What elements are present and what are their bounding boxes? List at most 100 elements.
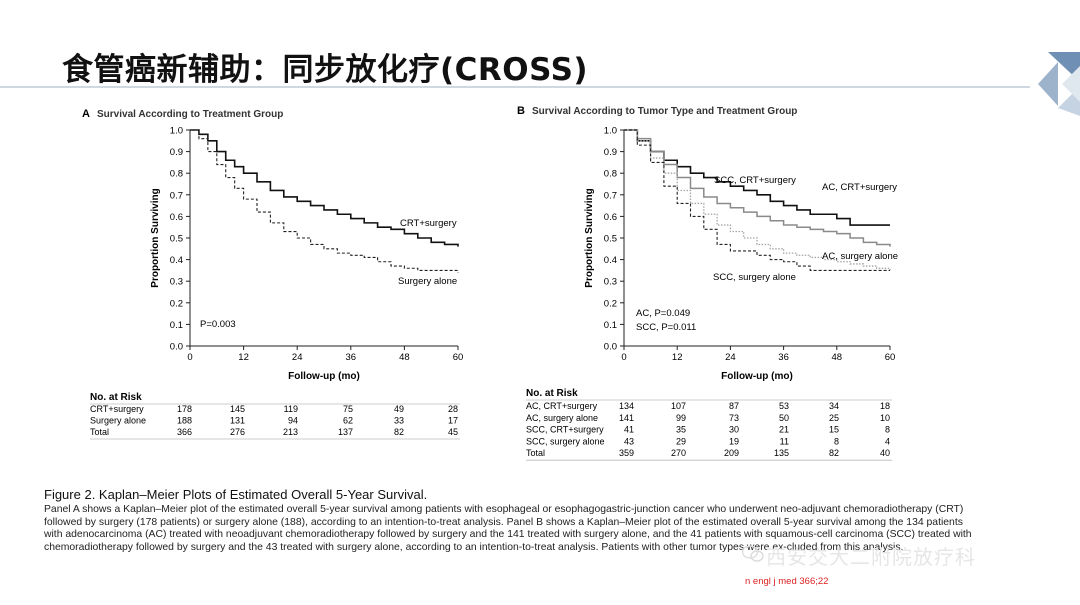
- panel-a-risk-cell: 131: [230, 416, 245, 426]
- panel-a-risk-cell: 62: [343, 416, 353, 426]
- panel-a-series-line: [190, 129, 459, 273]
- panel-b-risk-cell: 35: [676, 425, 686, 435]
- panel-b-y-tick-label: 0.6: [604, 212, 617, 223]
- panel-b-risk-row-label: SCC, CRT+surgery: [526, 425, 604, 435]
- panel-b-risk-cell: 135: [774, 448, 789, 458]
- panel-b-risk-cell: 21: [779, 425, 789, 435]
- panel-a-y-tick-label: 0.5: [170, 234, 183, 245]
- panel-a-risk-cell: 33: [394, 416, 404, 426]
- panel-a-risk-row-label: Surgery alone: [90, 416, 146, 426]
- panel-b-risk-cell: 134: [619, 401, 634, 411]
- panel-b-y-tick-label: 0.3: [604, 277, 617, 288]
- panel-a-series-line: [190, 129, 459, 247]
- panel-b-series-line: [624, 129, 891, 271]
- panel-a-x-tick-label: 12: [238, 352, 249, 363]
- panel-a-risk-cell: 213: [283, 427, 298, 437]
- panel-b-p-value: SCC, P=0.011: [636, 322, 696, 333]
- panel-b-series-label: SCC, surgery alone: [713, 272, 796, 283]
- panel-b-p-value: AC, P=0.049: [636, 308, 690, 319]
- journal-reference: n engl j med 366;22: [745, 576, 829, 587]
- panel-b-risk-cell: 19: [729, 436, 739, 446]
- figure-caption: Figure 2. Kaplan–Meier Plots of Estimate…: [44, 488, 974, 554]
- panel-a-risk-cell: 137: [338, 427, 353, 437]
- panel-b-x-tick-label: 48: [832, 352, 843, 363]
- panel-a-y-label: Proportion Surviving: [150, 188, 161, 287]
- panel-a-series-label: CRT+surgery: [400, 218, 457, 229]
- panel-a-x-tick-label: 24: [292, 352, 303, 363]
- panel-b-risk-cell: 209: [724, 448, 739, 458]
- panel-a-y-tick-label: 0.6: [170, 212, 183, 223]
- panel-b-risk-cell: 141: [619, 413, 634, 423]
- panel-b-risk-cell: 50: [779, 413, 789, 423]
- panel-a-risk-cell: 75: [343, 404, 353, 414]
- panel-b-x-tick-label: 12: [672, 352, 683, 363]
- panel-a-y-tick-label: 0.8: [170, 169, 183, 180]
- panel-b-risk-cell: 10: [880, 413, 890, 423]
- wechat-icon: [742, 545, 764, 562]
- panel-b-y-tick-label: 0.8: [604, 169, 617, 180]
- panel-b-risk-title: No. at Risk: [526, 388, 578, 399]
- panel-b-y-tick-label: 0.4: [604, 255, 617, 266]
- panel-b-risk-cell: 40: [880, 448, 890, 458]
- panel-b-risk-cell: 53: [779, 401, 789, 411]
- panel-b-y-tick-label: 1.0: [604, 126, 617, 137]
- panel-b-risk-cell: 359: [619, 448, 634, 458]
- panel-b-y-tick-label: 0.0: [604, 342, 617, 353]
- panel-b-risk-row-label: AC, CRT+surgery: [526, 401, 598, 411]
- panel-a-y-tick-label: 0.1: [170, 320, 183, 331]
- panel-b-risk-cell: 73: [729, 413, 739, 423]
- panel-a-risk-row-label: CRT+surgery: [90, 404, 144, 414]
- survival-charts: A Survival According to Treatment Group 0.…: [82, 105, 898, 461]
- panel-a-y-tick-label: 1.0: [170, 126, 183, 137]
- panel-b-y-label: Proportion Surviving: [584, 188, 595, 287]
- panel-a-risk-row-label: Total: [90, 427, 109, 437]
- panel-a-risk-cell: 366: [177, 427, 192, 437]
- panel-b-risk-cell: 34: [829, 401, 839, 411]
- panel-a-risk-cell: 145: [230, 404, 245, 414]
- panel-b-y-tick-label: 0.2: [604, 298, 617, 309]
- panel-a-x-tick-label: 36: [346, 352, 357, 363]
- panel-b-x-label: Follow-up (mo): [721, 371, 793, 382]
- panel-a-y-tick-label: 0.7: [170, 190, 183, 201]
- watermark: 西安交大二附院放疗科: [766, 545, 976, 569]
- slide-title: 食管癌新辅助：同步放化疗(CROSS): [62, 52, 589, 88]
- panel-a-p-value: P=0.003: [200, 319, 236, 330]
- panel-b-y-tick-label: 0.1: [604, 320, 617, 331]
- panel-b-letter: B: [517, 105, 525, 117]
- panel-a-risk-title: No. at Risk: [90, 392, 142, 403]
- panel-a-y-tick-label: 0.3: [170, 277, 183, 288]
- panel-a-risk-cell: 82: [394, 427, 404, 437]
- panel-a-y-tick-label: 0.4: [170, 255, 183, 266]
- panel-b-x-tick-label: 60: [885, 352, 896, 363]
- panel-b-risk-cell: 8: [834, 436, 839, 446]
- panel-b-y-tick-label: 0.9: [604, 147, 617, 158]
- panel-a-x-tick-label: 48: [399, 352, 410, 363]
- panel-b-title: Survival According to Tumor Type and Tre…: [532, 106, 797, 117]
- panel-b-series-label: AC, CRT+surgery: [822, 182, 897, 193]
- panel-b-risk-cell: 30: [729, 425, 739, 435]
- panel-a-risk-cell: 28: [448, 404, 458, 414]
- caption-body: Panel A shows a Kaplan–Meier plot of the…: [44, 504, 972, 553]
- panel-a-y-tick-label: 0.0: [170, 342, 183, 353]
- panel-b-risk-cell: 82: [829, 448, 839, 458]
- panel-b-risk-cell: 25: [829, 413, 839, 423]
- panel-a-risk-cell: 178: [177, 404, 192, 414]
- panel-b-risk-cell: 270: [671, 448, 686, 458]
- panel-b-risk-row-label: AC, surgery alone: [526, 413, 598, 423]
- panel-b-risk-cell: 107: [671, 401, 686, 411]
- panel-a-series-label: Surgery alone: [398, 276, 457, 287]
- panel-a-risk-cell: 188: [177, 416, 192, 426]
- panel-b-series-label: SCC, CRT+surgery: [714, 175, 796, 186]
- panel-b-risk-cell: 8: [885, 425, 890, 435]
- panel-a-y-tick-label: 0.2: [170, 298, 183, 309]
- panel-b-y-tick-label: 0.5: [604, 234, 617, 245]
- panel-a-title: Survival According to Treatment Group: [97, 109, 283, 120]
- panel-a-x-label: Follow-up (mo): [288, 371, 360, 382]
- panel-a-x-tick-label: 0: [187, 352, 192, 363]
- panel-b-series-line: [624, 129, 891, 247]
- panel-b-y-tick-label: 0.7: [604, 190, 617, 201]
- corner-logo-icon: [1038, 52, 1080, 116]
- panel-a-risk-cell: 45: [448, 427, 458, 437]
- panel-b-risk-row-label: SCC, surgery alone: [526, 436, 605, 446]
- panel-a-x-tick-label: 60: [453, 352, 464, 363]
